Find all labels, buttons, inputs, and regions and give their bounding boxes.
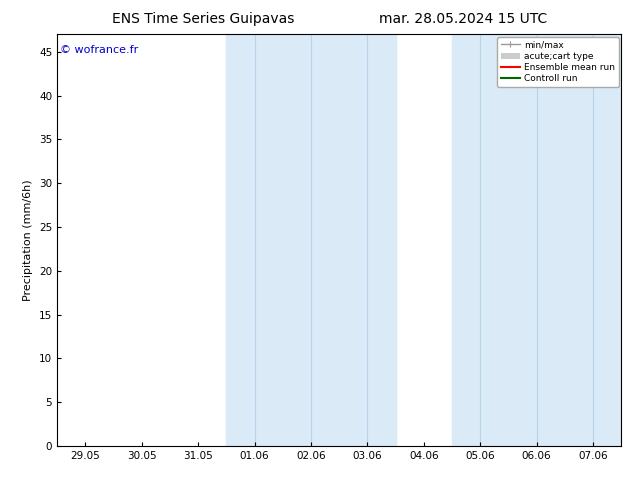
Text: ENS Time Series Guipavas: ENS Time Series Guipavas xyxy=(112,12,294,26)
Y-axis label: Precipitation (mm/6h): Precipitation (mm/6h) xyxy=(23,179,34,301)
Text: © wofrance.fr: © wofrance.fr xyxy=(60,45,138,54)
Text: mar. 28.05.2024 15 UTC: mar. 28.05.2024 15 UTC xyxy=(378,12,547,26)
Bar xyxy=(226,34,396,446)
Bar xyxy=(452,34,621,446)
Legend: min/max, acute;cart type, Ensemble mean run, Controll run: min/max, acute;cart type, Ensemble mean … xyxy=(497,37,619,87)
